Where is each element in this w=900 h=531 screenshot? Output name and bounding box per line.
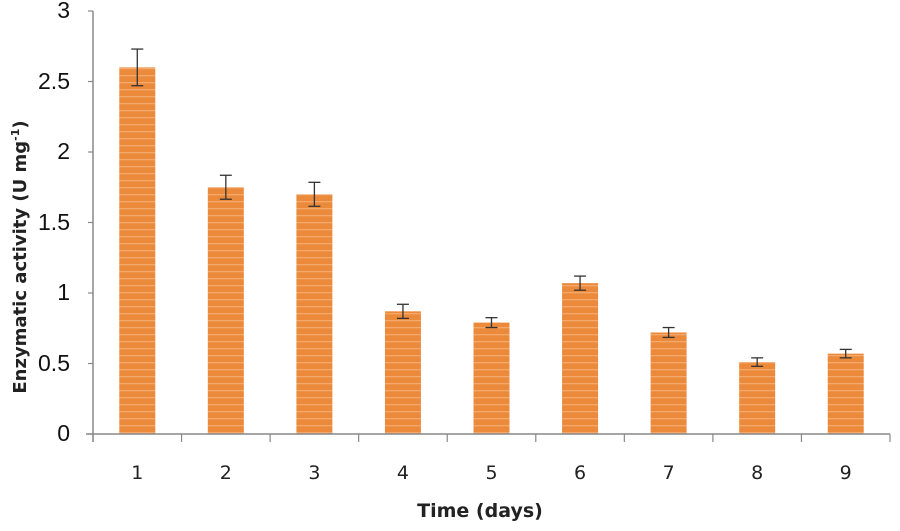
bar-day-3 <box>296 194 333 434</box>
x-tick-label: 2 <box>219 462 232 484</box>
bar-day-9 <box>827 353 864 434</box>
y-tick-label: 0 <box>57 420 70 446</box>
x-tick-label: 8 <box>751 462 764 484</box>
bar-day-7 <box>650 332 687 434</box>
y-tick-label: 0.5 <box>38 349 70 376</box>
x-tick-label: 7 <box>662 462 675 484</box>
bar-day-4 <box>384 311 421 434</box>
y-tick-label: 2 <box>57 138 70 164</box>
x-tick-label: 6 <box>574 462 587 484</box>
y-tick-label: 1 <box>57 279 70 305</box>
y-tick-label: 3 <box>57 0 70 23</box>
x-tick-label: 1 <box>131 462 144 484</box>
x-tick-label: 5 <box>485 462 498 484</box>
y-tick-label: 2.5 <box>38 67 70 94</box>
x-tick-label: 9 <box>839 462 852 484</box>
bar-day-5 <box>473 322 510 434</box>
x-tick-label: 3 <box>308 462 321 484</box>
bar-day-2 <box>207 187 244 434</box>
bar-day-1 <box>119 67 156 435</box>
x-axis-label: Time (days) <box>417 500 543 522</box>
y-axis-label: Enzymatic activity (U mg-1) <box>9 120 31 394</box>
x-tick-label: 4 <box>396 462 409 484</box>
bar-day-8 <box>739 362 776 434</box>
bar-day-6 <box>562 283 599 434</box>
y-tick-label: 1.5 <box>38 208 70 235</box>
